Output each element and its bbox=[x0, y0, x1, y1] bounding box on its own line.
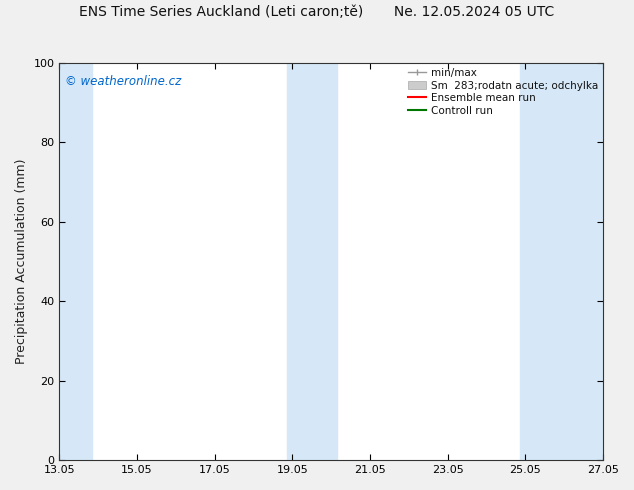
Bar bbox=[58, 63, 93, 460]
Bar bbox=[520, 63, 605, 460]
Y-axis label: Precipitation Accumulation (mm): Precipitation Accumulation (mm) bbox=[15, 159, 28, 364]
Bar bbox=[287, 63, 337, 460]
Text: ENS Time Series Auckland (Leti caron;tě)       Ne. 12.05.2024 05 UTC: ENS Time Series Auckland (Leti caron;tě)… bbox=[79, 5, 555, 19]
Legend: min/max, Sm  283;rodatn acute; odchylka, Ensemble mean run, Controll run: min/max, Sm 283;rodatn acute; odchylka, … bbox=[406, 66, 600, 118]
Text: © weatheronline.cz: © weatheronline.cz bbox=[65, 74, 181, 88]
